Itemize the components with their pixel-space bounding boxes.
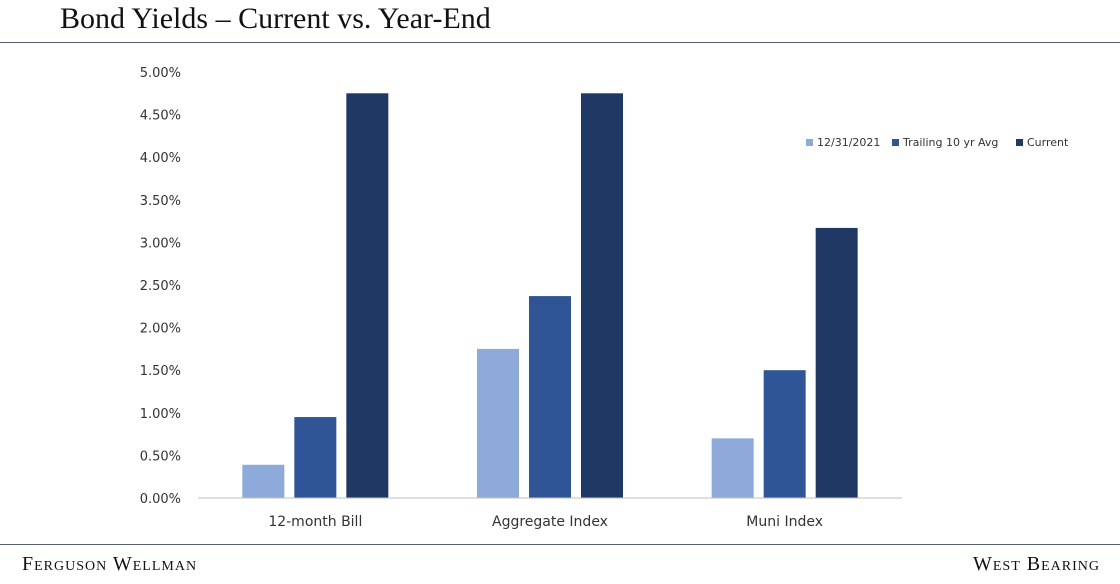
bar-series <box>242 93 858 499</box>
bar-1-1 <box>242 464 285 498</box>
x-category-label: 12-month Bill <box>268 514 362 530</box>
bar-1-3 <box>346 93 389 499</box>
footer-brand-left: Ferguson Wellman <box>22 553 198 575</box>
bar-2-3 <box>581 93 623 499</box>
legend-label: Trailing 10 yr Avg <box>902 136 998 149</box>
x-category-label: Aggregate Index <box>492 514 608 530</box>
y-tick-label: 1.00% <box>140 407 181 422</box>
y-tick-label: 1.50% <box>140 364 181 379</box>
page-title: Bond Yields – Current vs. Year-End <box>60 2 491 35</box>
y-tick-label: 0.00% <box>140 492 181 507</box>
bar-3-1 <box>711 438 754 498</box>
legend-swatch <box>892 139 899 146</box>
footer-divider <box>0 544 1120 545</box>
header-divider <box>0 42 1120 43</box>
x-axis-categories: 12-month Bill Aggregate Index Muni Index <box>268 514 823 530</box>
x-category-label: Muni Index <box>746 514 823 530</box>
legend-swatch <box>1016 139 1023 146</box>
bar-3-3 <box>815 227 858 498</box>
legend-label: Current <box>1027 136 1069 149</box>
chart-legend: 12/31/2021 Trailing 10 yr Avg Current <box>806 136 1069 149</box>
y-tick-label: 2.00% <box>140 322 181 337</box>
y-tick-label: 5.00% <box>140 66 181 81</box>
y-tick-label: 3.50% <box>140 194 181 209</box>
bar-2-2 <box>529 296 571 498</box>
footer-brand-right: West Bearing <box>973 553 1100 575</box>
bar-2-1 <box>477 348 519 498</box>
legend-label: 12/31/2021 <box>817 136 880 149</box>
bar-chart: 0.00% 0.50% 1.00% 1.50% 2.00% 2.50% 3.00% 3.50%… <box>140 66 1069 530</box>
y-tick-label: 0.50% <box>140 449 181 464</box>
bar-3-2 <box>763 370 806 498</box>
bar-1-2 <box>294 417 337 498</box>
y-tick-label: 4.00% <box>140 151 181 166</box>
y-axis-ticks: 0.00% 0.50% 1.00% 1.50% 2.00% 2.50% 3.00% 3.50%… <box>140 66 181 507</box>
y-tick-label: 2.50% <box>140 279 181 294</box>
legend-swatch <box>806 139 813 146</box>
y-tick-label: 4.50% <box>140 109 181 124</box>
y-tick-label: 3.00% <box>140 236 181 251</box>
